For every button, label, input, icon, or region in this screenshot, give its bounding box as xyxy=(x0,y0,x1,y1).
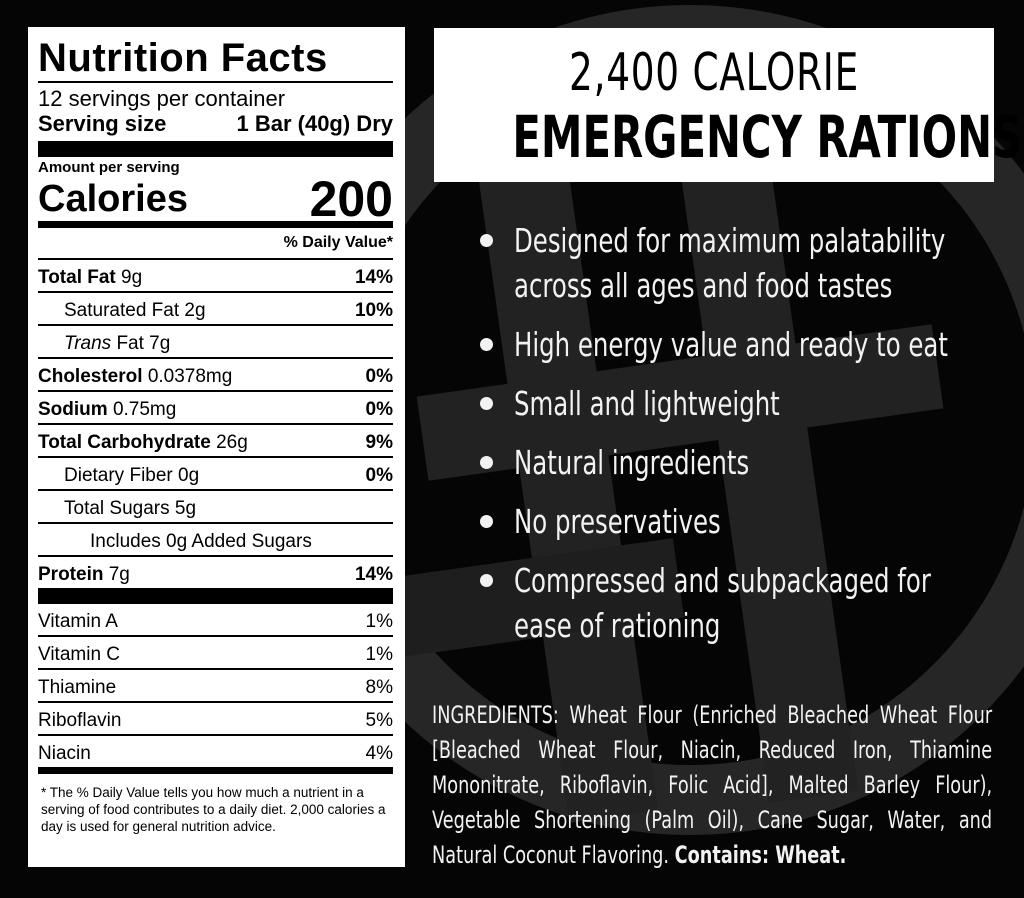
cholesterol-row: Cholesterol 0.0378mg 0% xyxy=(38,357,393,390)
amount-per-serving: Amount per serving xyxy=(38,159,180,176)
vitamin-row: Vitamin C 1% xyxy=(38,635,393,668)
bullet-dot-icon xyxy=(480,234,493,247)
bullet-dot-icon xyxy=(480,574,493,587)
total-sugars-row: Total Sugars 5g xyxy=(38,489,393,522)
list-item: Designed for maximum palatability across… xyxy=(478,218,998,308)
calories-value: 200 xyxy=(309,171,393,227)
list-item: High energy value and ready to eat xyxy=(478,322,998,367)
total-fat-row: Total Fat 9g 14% xyxy=(38,258,393,291)
trans-fat-row: Trans Fat 7g xyxy=(38,324,393,357)
list-item: Natural ingredients xyxy=(478,440,998,485)
dietary-fiber-row: Dietary Fiber 0g 0% xyxy=(38,456,393,489)
list-item: No preservatives xyxy=(478,499,998,544)
protein-row: Protein 7g 14% xyxy=(38,555,393,588)
serving-size-label: Serving size xyxy=(38,111,167,136)
calories-label: Calories xyxy=(38,178,188,220)
saturated-fat-row: Saturated Fat 2g 10% xyxy=(38,291,393,324)
vitamin-row: Thiamine 8% xyxy=(38,668,393,701)
calories-row: Calories 200 xyxy=(38,171,393,227)
bullet-dot-icon xyxy=(480,456,493,469)
serving-size-value: 1 Bar (40g) Dry xyxy=(236,111,393,136)
nutrition-facts-panel: Nutrition Facts 12 servings per containe… xyxy=(28,27,405,867)
list-item: Compressed and subpackaged for ease of r… xyxy=(478,558,998,648)
headline-emergency-rations: EMERGENCY RATIONS xyxy=(512,103,1023,171)
servings-per-container: 12 servings per container xyxy=(38,86,286,111)
vitamin-row: Vitamin A 1% xyxy=(38,611,393,632)
added-sugars-row: Includes 0g Added Sugars xyxy=(38,522,393,555)
ingredients-text: INGREDIENTS: Wheat Flour (Enriched Bleac… xyxy=(432,701,993,869)
nutrition-facts-title: Nutrition Facts xyxy=(38,36,328,80)
vitamin-row: Riboflavin 5% xyxy=(38,701,393,734)
bullet-dot-icon xyxy=(480,515,493,528)
headline-calories: 2,400 CALORIE xyxy=(569,43,859,103)
total-carbohydrate-row: Total Carbohydrate 26g 9% xyxy=(38,423,393,456)
bullet-dot-icon xyxy=(480,397,493,410)
daily-value-footnote: * The % Daily Value tells you how much a… xyxy=(41,785,386,834)
feature-list: Designed for maximum palatability across… xyxy=(478,218,998,662)
serving-size-row: Serving size 1 Bar (40g) Dry xyxy=(38,111,393,141)
bullet-dot-icon xyxy=(480,338,493,351)
allergen-contains: Contains: Wheat. xyxy=(674,841,847,869)
sodium-row: Sodium 0.75mg 0% xyxy=(38,390,393,423)
daily-value-header: % Daily Value* xyxy=(283,234,393,251)
ingredients-block: INGREDIENTS: Wheat Flour (Enriched Bleac… xyxy=(432,698,992,873)
headline-box: 2,400 CALORIE EMERGENCY RATIONS xyxy=(434,28,1023,182)
vitamin-row: Niacin 4% xyxy=(38,734,393,767)
list-item: Small and lightweight xyxy=(478,381,998,426)
